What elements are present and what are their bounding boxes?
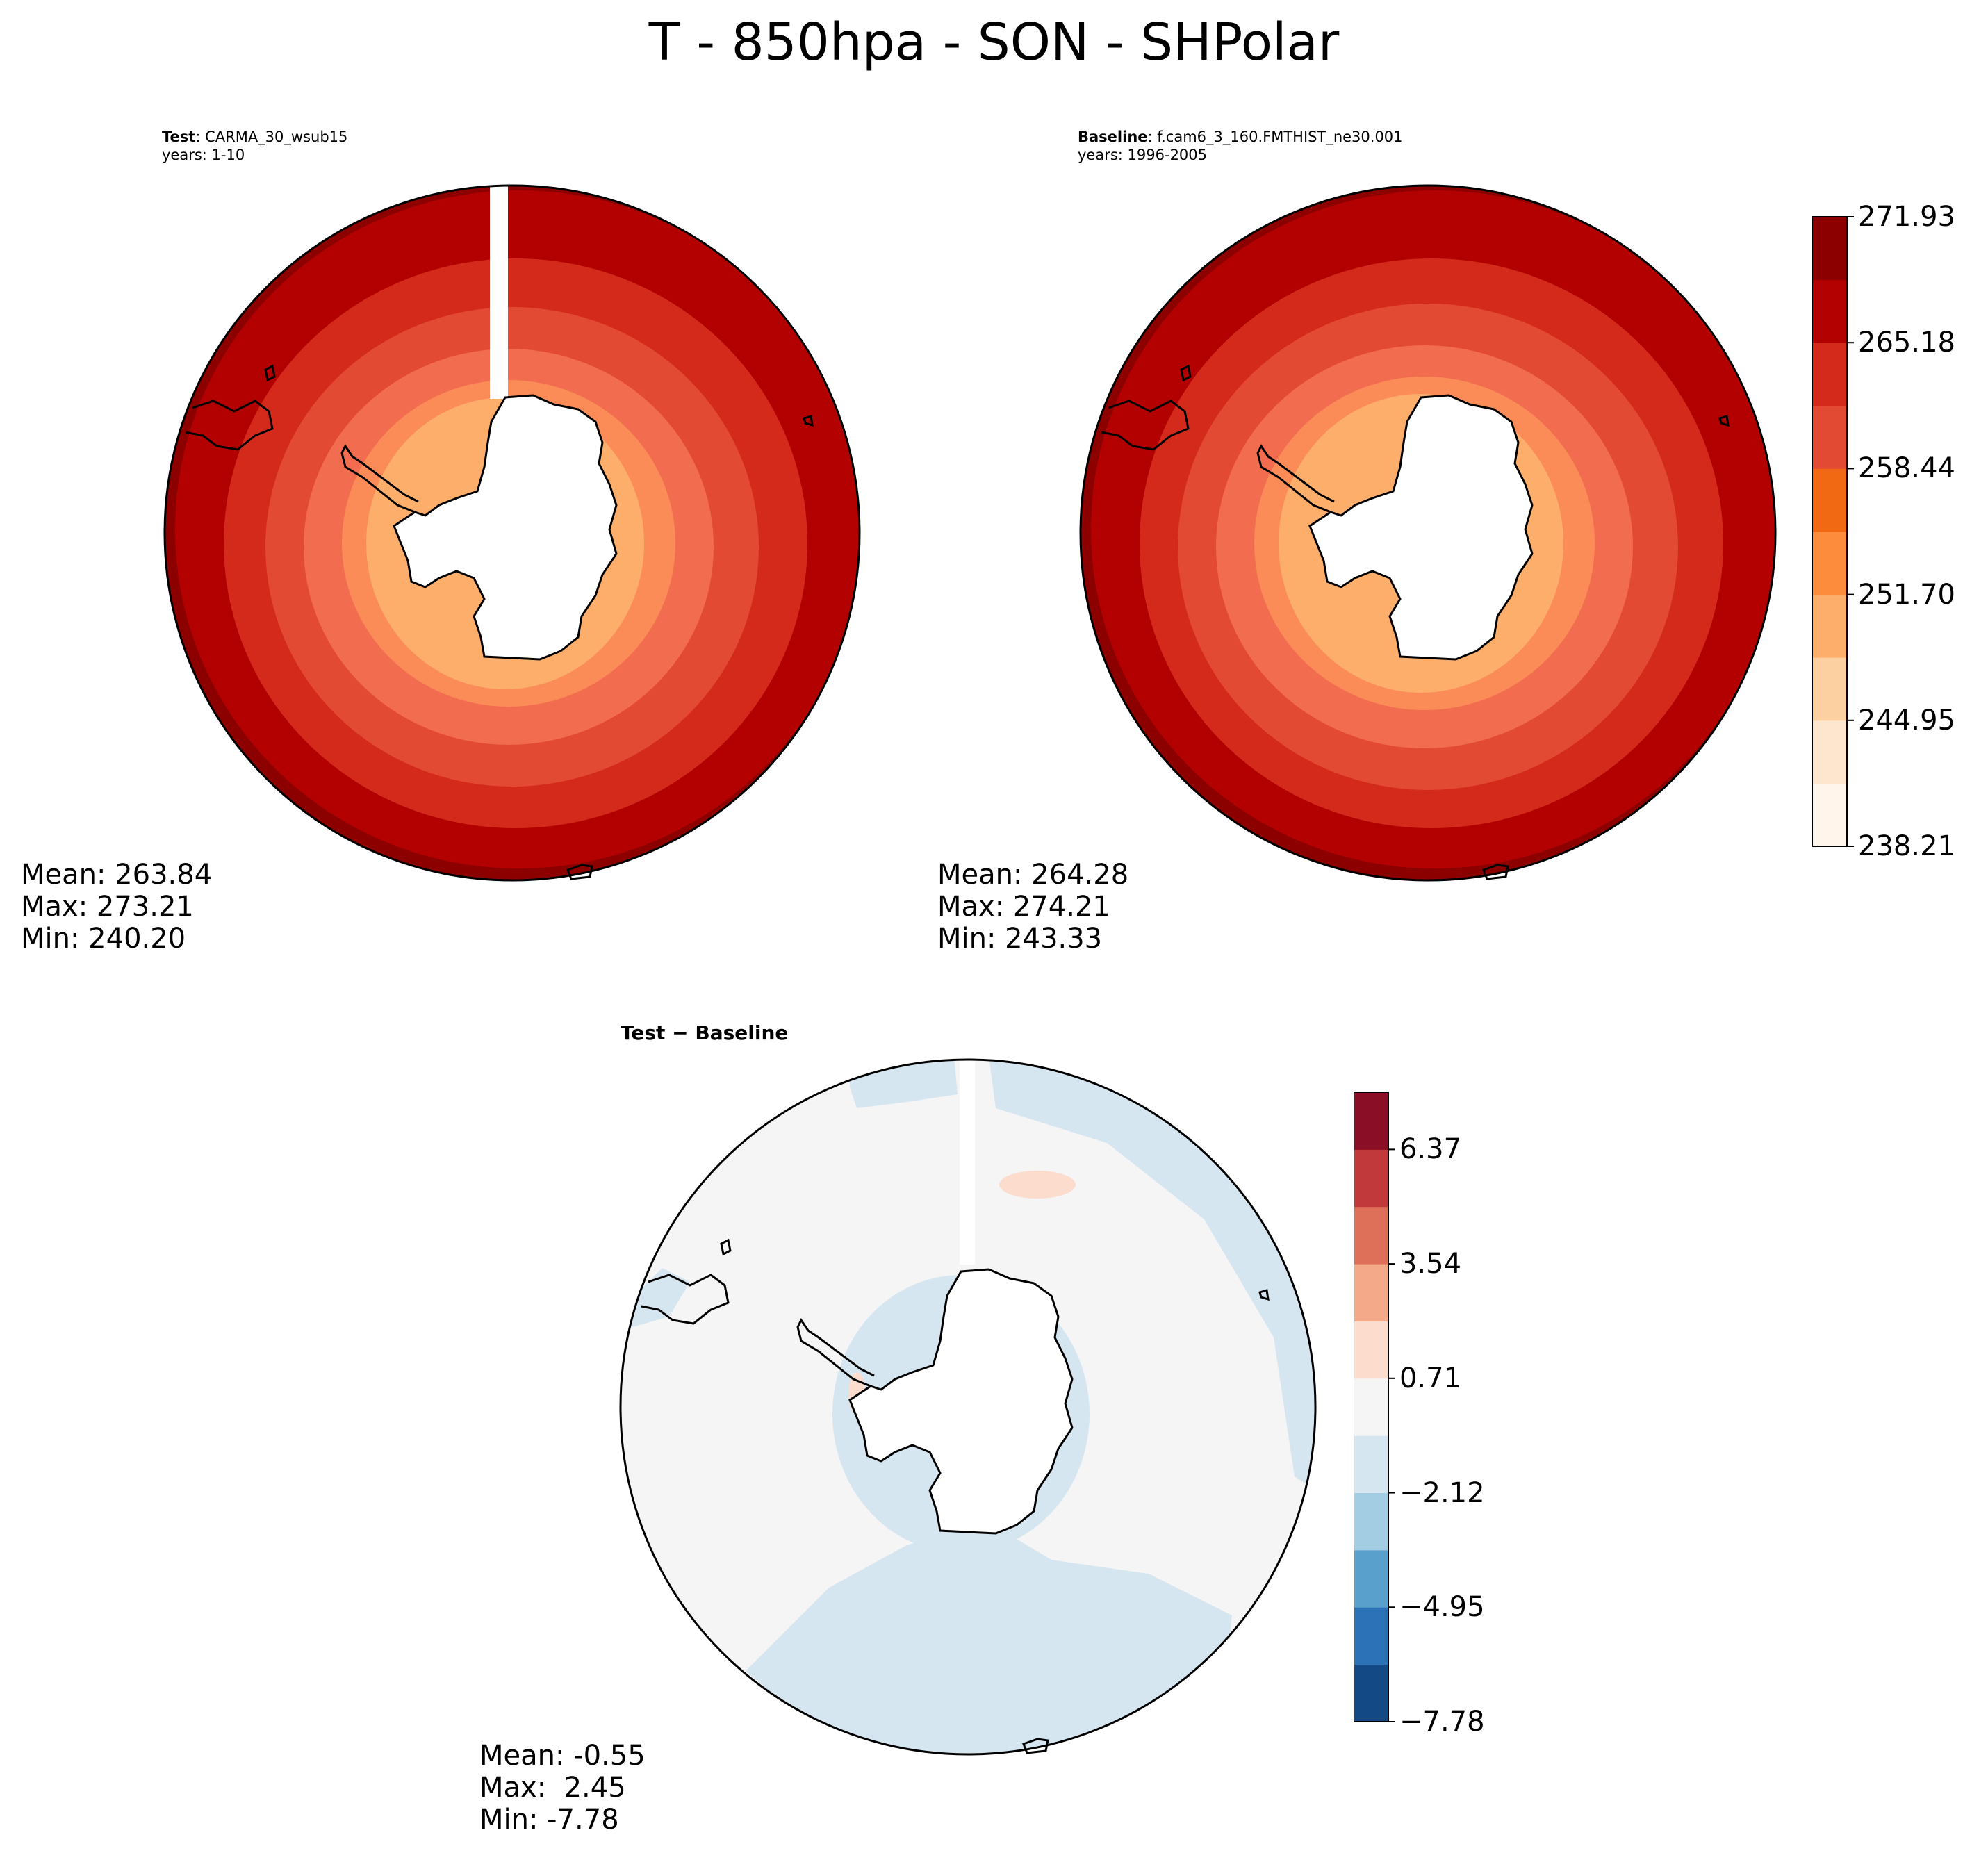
- test-case-name: : CARMA_30_wsub15: [195, 129, 348, 145]
- difference-colorbar-tick-label: 6.37: [1399, 1133, 1462, 1166]
- diff-mean: Mean: -0.55: [479, 1740, 646, 1772]
- diff-map-boundary: [619, 1058, 1317, 1756]
- temperature-colorbar-segment: [1812, 783, 1847, 847]
- diff-negative-region-west: [621, 1268, 690, 1331]
- baseline-map-boundary: [1079, 184, 1777, 882]
- temperature-colorbar-segment: [1812, 405, 1847, 469]
- figure-title: T - 850hpa - SON - SHPolar: [648, 13, 1340, 72]
- baseline-min: Min: 243.33: [937, 923, 1103, 955]
- difference-colorbar-segment: [1354, 1378, 1388, 1436]
- test-missing-data-wedge: [490, 186, 508, 399]
- difference-map: [619, 1058, 1317, 1756]
- temperature-colorbar-graphic: [1812, 216, 1854, 847]
- temperature-colorbar-segment: [1812, 343, 1847, 406]
- baseline-map: [1079, 184, 1777, 882]
- difference-colorbar-frame: [1353, 1092, 1389, 1722]
- test-years: years: 1-10: [162, 147, 245, 163]
- difference-colorbar-tick-label: −4.95: [1399, 1591, 1485, 1624]
- test-stats: Mean: 263.84 Max: 273.21 Min: 240.20: [21, 859, 212, 955]
- baseline-mean: Mean: 264.28: [937, 859, 1129, 891]
- difference-colorbar: [1353, 1091, 1486, 1726]
- diff-max: Max: 2.45: [479, 1772, 626, 1804]
- diff-panel-title: Test − Baseline: [621, 1022, 788, 1044]
- test-max: Max: 273.21: [21, 891, 194, 923]
- difference-colorbar-segment: [1354, 1492, 1388, 1551]
- difference-colorbar-segment: [1354, 1149, 1388, 1208]
- baseline-panel-title: Baseline: f.cam6_3_160.FMTHIST_ne30.001 …: [1078, 128, 1403, 164]
- test-min: Min: 240.20: [21, 923, 186, 955]
- test-label: Test: [162, 129, 196, 145]
- difference-colorbar-segment: [1354, 1321, 1388, 1379]
- temperature-colorbar-tick-label: 238.21: [1858, 830, 1955, 862]
- baseline-label: Baseline: [1078, 129, 1148, 145]
- temperature-colorbar-tick-label: 244.95: [1858, 704, 1955, 736]
- temperature-colorbar-tick-label: 258.44: [1858, 452, 1955, 485]
- test-mean: Mean: 263.84: [21, 859, 213, 891]
- temperature-colorbar-segment: [1812, 594, 1847, 658]
- temperature-colorbar-segment: [1812, 657, 1847, 721]
- temperature-colorbar-tick-label: 251.70: [1858, 578, 1955, 611]
- difference-colorbar-segment: [1354, 1549, 1388, 1608]
- diff-negative-region-south: [746, 1518, 1232, 1754]
- temperature-colorbar-tick-label: 271.93: [1858, 201, 1955, 233]
- difference-colorbar-segment: [1354, 1607, 1388, 1665]
- difference-colorbar-segment: [1354, 1206, 1388, 1265]
- difference-colorbar-segment: [1354, 1092, 1388, 1150]
- difference-colorbar-segment: [1354, 1664, 1388, 1722]
- baseline-stats: Mean: 264.28 Max: 274.21 Min: 243.33: [937, 859, 1128, 955]
- temperature-colorbar: [1812, 215, 1944, 864]
- baseline-years: years: 1996-2005: [1078, 147, 1208, 163]
- temperature-colorbar-frame: [1812, 216, 1848, 847]
- test-map: [163, 184, 861, 882]
- difference-colorbar-tick-label: 3.54: [1399, 1248, 1462, 1280]
- temperature-colorbar-segment: [1812, 468, 1847, 532]
- baseline-case-name: : f.cam6_3_160.FMTHIST_ne30.001: [1147, 129, 1403, 145]
- difference-colorbar-tick-label: −2.12: [1399, 1476, 1485, 1509]
- diff-negative-region-east: [989, 1060, 1315, 1490]
- difference-colorbar-tick-label: 0.71: [1399, 1362, 1462, 1394]
- difference-colorbar-segment: [1354, 1435, 1388, 1494]
- difference-colorbar-graphic: [1353, 1092, 1395, 1722]
- temperature-colorbar-segment: [1812, 532, 1847, 595]
- difference-colorbar-tick-label: −7.78: [1399, 1706, 1485, 1738]
- temperature-colorbar-segment: [1812, 720, 1847, 784]
- test-panel-title: Test: CARMA_30_wsub15 years: 1-10: [162, 128, 347, 164]
- baseline-max: Max: 274.21: [937, 891, 1110, 923]
- temperature-colorbar-segment: [1812, 279, 1847, 343]
- diff-stats: Mean: -0.55 Max: 2.45 Min: -7.78: [479, 1740, 646, 1836]
- diff-positive-patch: [999, 1171, 1076, 1199]
- temperature-colorbar-tick-label: 265.18: [1858, 327, 1955, 359]
- difference-colorbar-segment: [1354, 1264, 1388, 1321]
- diff-label: Test − Baseline: [621, 1021, 789, 1044]
- temperature-colorbar-segment: [1812, 217, 1847, 281]
- test-map-boundary: [163, 184, 861, 882]
- diff-min: Min: -7.78: [479, 1804, 619, 1836]
- diff-missing-data-wedge: [960, 1060, 975, 1265]
